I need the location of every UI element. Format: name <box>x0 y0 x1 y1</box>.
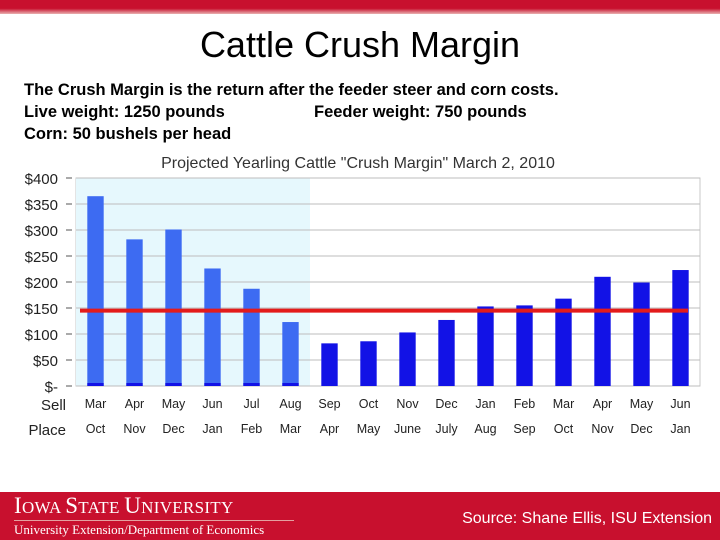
bar-base <box>165 383 182 386</box>
x-tick-label-place: Apr <box>320 422 339 436</box>
y-tick-label: $250 <box>25 249 58 266</box>
chart-container: Projected Yearling Cattle "Crush Margin"… <box>0 148 708 440</box>
y-tick-label: $- <box>45 379 58 396</box>
x-tick-label-place: Oct <box>554 422 574 436</box>
bar-mar-12 <box>555 298 572 386</box>
x-tick-label-place: Jan <box>670 422 690 436</box>
x-tick-label-place: Dec <box>630 422 652 436</box>
bar-base <box>126 383 143 386</box>
x-tick-label-sell: Mar <box>553 397 575 411</box>
x-tick-label-sell: Dec <box>435 397 457 411</box>
x-tick-label-sell: Mar <box>85 397 107 411</box>
x-tick-label-place: Sep <box>513 422 535 436</box>
source-credit: Source: Shane Ellis, ISU Extension <box>462 510 712 527</box>
x-tick-label-place: Mar <box>280 422 302 436</box>
bar-mar-0 <box>87 196 104 386</box>
bar-jun-3 <box>204 268 221 386</box>
bar-base <box>87 383 104 386</box>
wordmark-divider <box>14 520 294 521</box>
bar-may-14 <box>633 282 650 386</box>
description-feeder-weight: Feeder weight: 750 pounds <box>314 103 527 121</box>
bar-jan-10 <box>477 306 494 386</box>
x-tick-label-sell: Apr <box>125 397 144 411</box>
y-tick-label: $400 <box>25 171 58 188</box>
wordmark-letter: U <box>124 493 142 518</box>
description-line-1: The Crush Margin is the return after the… <box>24 81 559 99</box>
x-tick-label-sell: Aug <box>279 397 301 411</box>
bar-base <box>204 383 221 386</box>
bar-base <box>243 383 260 386</box>
bar-apr-1 <box>126 239 143 386</box>
y-tick-label: $50 <box>33 353 58 370</box>
x-tick-label-sell: May <box>162 397 186 411</box>
x-tick-label-place: May <box>357 422 381 436</box>
wordmark-letter: S <box>65 493 79 518</box>
x-tick-label-sell: May <box>630 397 654 411</box>
university-wordmark: IOWA STATE UNIVERSITY <box>14 493 234 519</box>
bar-apr-13 <box>594 276 611 386</box>
x-tick-label-sell: Nov <box>396 397 419 411</box>
row-label-sell: Sell <box>41 397 66 414</box>
crush-margin-chart: Projected Yearling Cattle "Crush Margin"… <box>25 155 701 439</box>
description-live-weight: Live weight: 1250 pounds <box>24 103 225 121</box>
x-tick-label-place: Oct <box>86 422 106 436</box>
bar-feb-11 <box>516 305 533 386</box>
slide-title: Cattle Crush Margin <box>199 24 521 65</box>
x-tick-label-place: Nov <box>591 422 614 436</box>
wordmark-part: NIVERSITY <box>141 498 234 517</box>
x-tick-label-sell: Sep <box>318 397 340 411</box>
chart-title: Projected Yearling Cattle "Crush Margin"… <box>161 155 555 172</box>
x-tick-label-sell: Jun <box>202 397 222 411</box>
x-tick-label-sell: Jan <box>475 397 495 411</box>
x-tick-label-place: Dec <box>162 422 184 436</box>
x-tick-label-place: Jan <box>202 422 222 436</box>
top-accent-bar <box>0 0 720 14</box>
department-label: University Extension/Department of Econo… <box>14 522 265 537</box>
x-tick-label-place: Nov <box>123 422 146 436</box>
bar-jul-4 <box>243 288 260 386</box>
x-tick-label-sell: Jun <box>670 397 690 411</box>
description-corn: Corn: 50 bushels per head <box>24 125 232 143</box>
y-tick-label: $200 <box>25 275 58 292</box>
x-tick-label-sell: Apr <box>593 397 612 411</box>
x-tick-label-place: Aug <box>474 422 496 436</box>
row-label-place: Place <box>28 422 66 439</box>
bar-dec-9 <box>438 319 455 386</box>
bar-oct-7 <box>360 341 377 386</box>
bar-may-2 <box>165 229 182 386</box>
bar-nov-8 <box>399 332 416 386</box>
y-tick-label: $150 <box>25 301 58 318</box>
wordmark-part: TATE <box>78 498 125 517</box>
bar-sep-6 <box>321 343 338 386</box>
wordmark-letter: I <box>14 493 22 518</box>
bar-base <box>282 383 299 386</box>
y-tick-label: $100 <box>25 327 58 344</box>
x-tick-label-sell: Feb <box>514 397 536 411</box>
y-tick-label: $350 <box>25 197 58 214</box>
bar-jun-15 <box>672 270 689 386</box>
y-tick-label: $300 <box>25 223 58 240</box>
x-tick-label-place: Feb <box>241 422 263 436</box>
footer-bar: IOWA STATE UNIVERSITY University Extensi… <box>0 492 720 540</box>
wordmark-part: OWA <box>21 498 66 517</box>
x-tick-label-place: June <box>394 422 421 436</box>
x-tick-label-sell: Oct <box>359 397 379 411</box>
x-tick-label-sell: Jul <box>244 397 260 411</box>
x-tick-label-place: July <box>435 422 458 436</box>
bar-aug-5 <box>282 322 299 386</box>
